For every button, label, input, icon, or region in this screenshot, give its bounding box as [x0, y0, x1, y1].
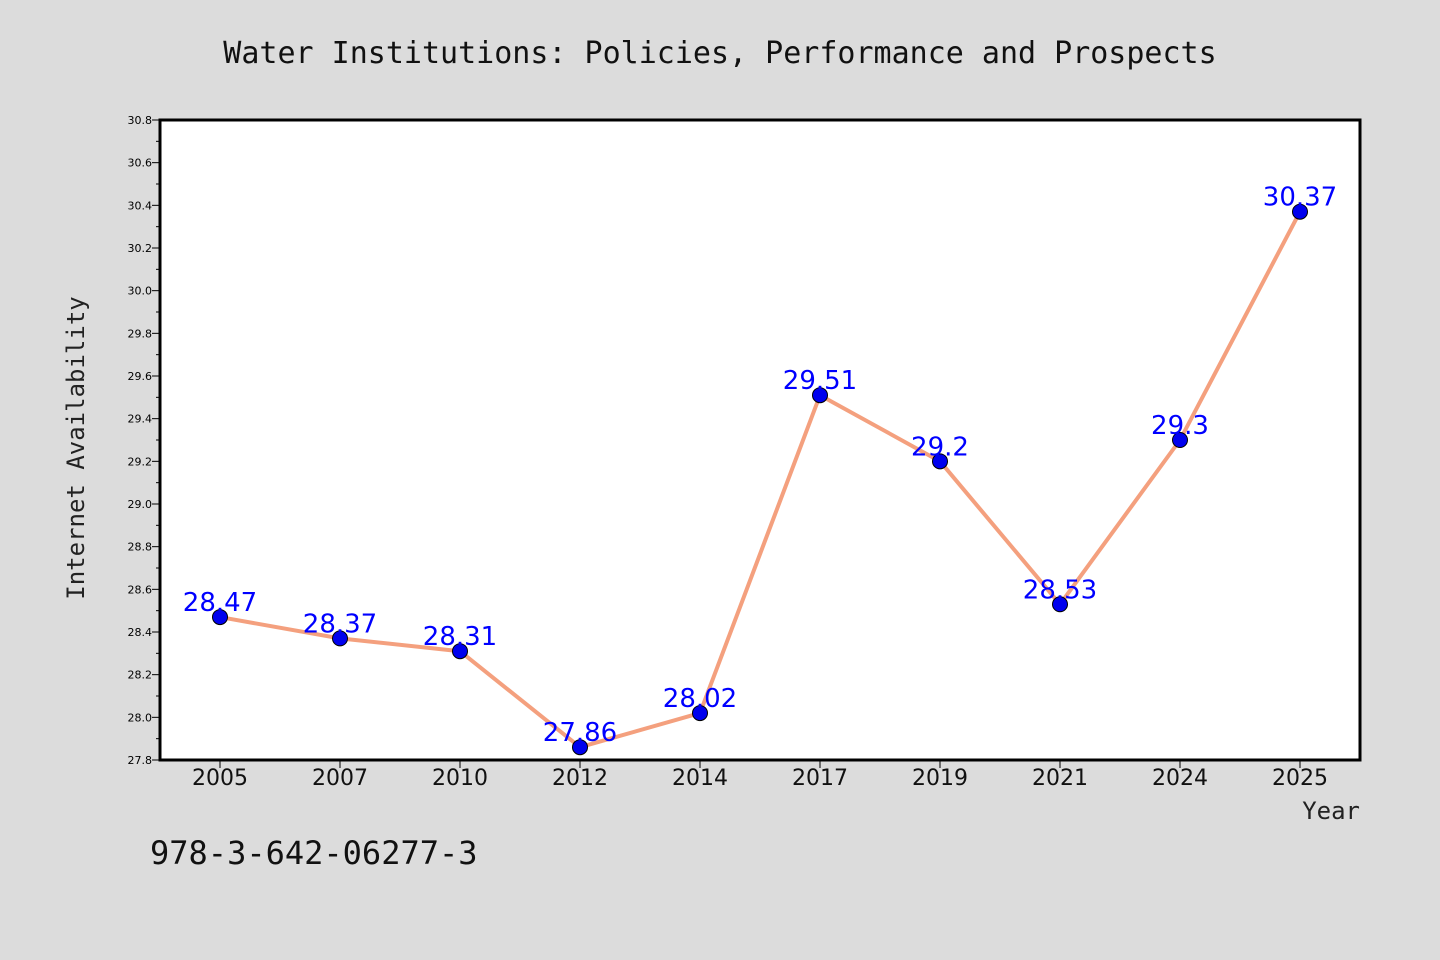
data-point: [932, 453, 948, 470]
x-tick-label: 2010: [432, 766, 488, 791]
data-label: 29.3: [1151, 411, 1209, 441]
data-labels: 28.47 28.37 28.31 27.86 28.02 29.51 29.2 28.53 2…: [183, 183, 1337, 748]
data-label: 27.86: [543, 718, 617, 748]
data-label: 30.37: [1263, 183, 1337, 213]
y-tick-label: 29.2: [128, 455, 153, 468]
data-point: [452, 643, 468, 660]
y-tick-label: 30.4: [128, 199, 153, 212]
x-tick-label: 2021: [1032, 766, 1088, 791]
y-tick-label: 30.8: [128, 114, 153, 127]
data-label: 28.37: [303, 609, 377, 639]
data-label: 28.31: [423, 622, 497, 652]
y-tick-label: 28.0: [128, 711, 153, 724]
chart-title: Water Institutions: Policies, Performanc…: [223, 36, 1216, 71]
x-tick-label: 2005: [192, 766, 248, 791]
y-tick-label: 29.0: [128, 498, 153, 511]
x-axis: 2005 2007 2010 2012 2014 2017 2019 2021 2024 2025: [192, 760, 1328, 791]
x-tick-label: 2017: [792, 766, 848, 791]
data-point: [1172, 432, 1188, 448]
data-label: 28.53: [1023, 575, 1097, 605]
y-tick-label: 28.4: [128, 626, 153, 639]
data-point: [1292, 203, 1308, 220]
data-point: [212, 609, 228, 626]
data-label: 28.47: [183, 588, 257, 618]
data-point: [1052, 596, 1068, 613]
y-tick-label: 29.4: [128, 413, 153, 426]
data-label: 29.2: [911, 432, 969, 462]
series-polyline: [219, 210, 1302, 750]
data-label: 29.51: [783, 366, 857, 396]
x-tick-label: 2024: [1152, 766, 1208, 791]
y-tick-label: 30.2: [128, 242, 153, 255]
x-tick-label: 2007: [312, 766, 368, 791]
data-point: [332, 630, 348, 647]
data-point: [692, 705, 708, 722]
x-tick-label: 2019: [912, 766, 968, 791]
x-axis-label: Year: [1302, 797, 1360, 825]
x-tick-label: 2012: [552, 766, 608, 791]
data-point: [572, 739, 588, 756]
y-axis: 27.8 28.0 28.2 28.4 28.6 28.8 29.0 29.2 29.4 29.6…: [128, 114, 160, 767]
y-tick-label: 30.0: [128, 285, 153, 298]
x-tick-label: 2025: [1272, 766, 1328, 791]
y-axis-label: Internet Availability: [62, 296, 90, 599]
y-tick-label: 29.6: [128, 370, 153, 383]
x-tick-label: 2014: [672, 766, 728, 791]
data-label: 28.02: [663, 684, 737, 714]
series-line: [219, 210, 1302, 750]
plot-area: [158, 118, 1362, 762]
series-markers: [212, 203, 1308, 756]
isbn-text: 978-3-642-06277-3: [150, 834, 478, 872]
y-tick-label: 27.8: [128, 754, 153, 767]
y-tick-label: 29.8: [128, 327, 153, 340]
y-tick-label: 28.6: [128, 583, 153, 596]
y-tick-label: 30.6: [128, 157, 153, 170]
y-tick-label: 28.2: [128, 669, 153, 682]
y-tick-label: 28.8: [128, 541, 153, 554]
data-point: [812, 387, 828, 404]
